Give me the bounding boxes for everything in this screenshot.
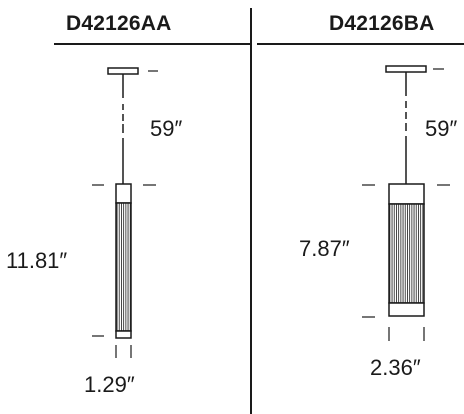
cap-top-left [115, 183, 132, 204]
fluted-body-left [115, 202, 132, 332]
model-title-right: D42126BA [329, 12, 435, 35]
cap-bottom-left [115, 330, 132, 339]
pendant-right [362, 65, 450, 341]
header-underline-left [54, 43, 251, 45]
cap-top-right [388, 183, 425, 205]
column-divider [250, 8, 252, 414]
height-left: 11.81″ [6, 248, 68, 273]
canopy-right [385, 65, 427, 73]
pendant-left [92, 67, 158, 358]
canopy-left [107, 67, 139, 75]
cap-bottom-right [388, 302, 425, 317]
model-title-left: D42126AA [66, 12, 172, 35]
fluted-body-right [388, 203, 425, 304]
width-right: 2.36″ [370, 355, 421, 380]
header-underline-right [257, 43, 464, 45]
cable-length-right: 59″ [425, 116, 458, 141]
cable-length-left: 59″ [150, 116, 183, 141]
width-left: 1.29″ [84, 372, 135, 397]
height-right: 7.87″ [299, 236, 350, 261]
